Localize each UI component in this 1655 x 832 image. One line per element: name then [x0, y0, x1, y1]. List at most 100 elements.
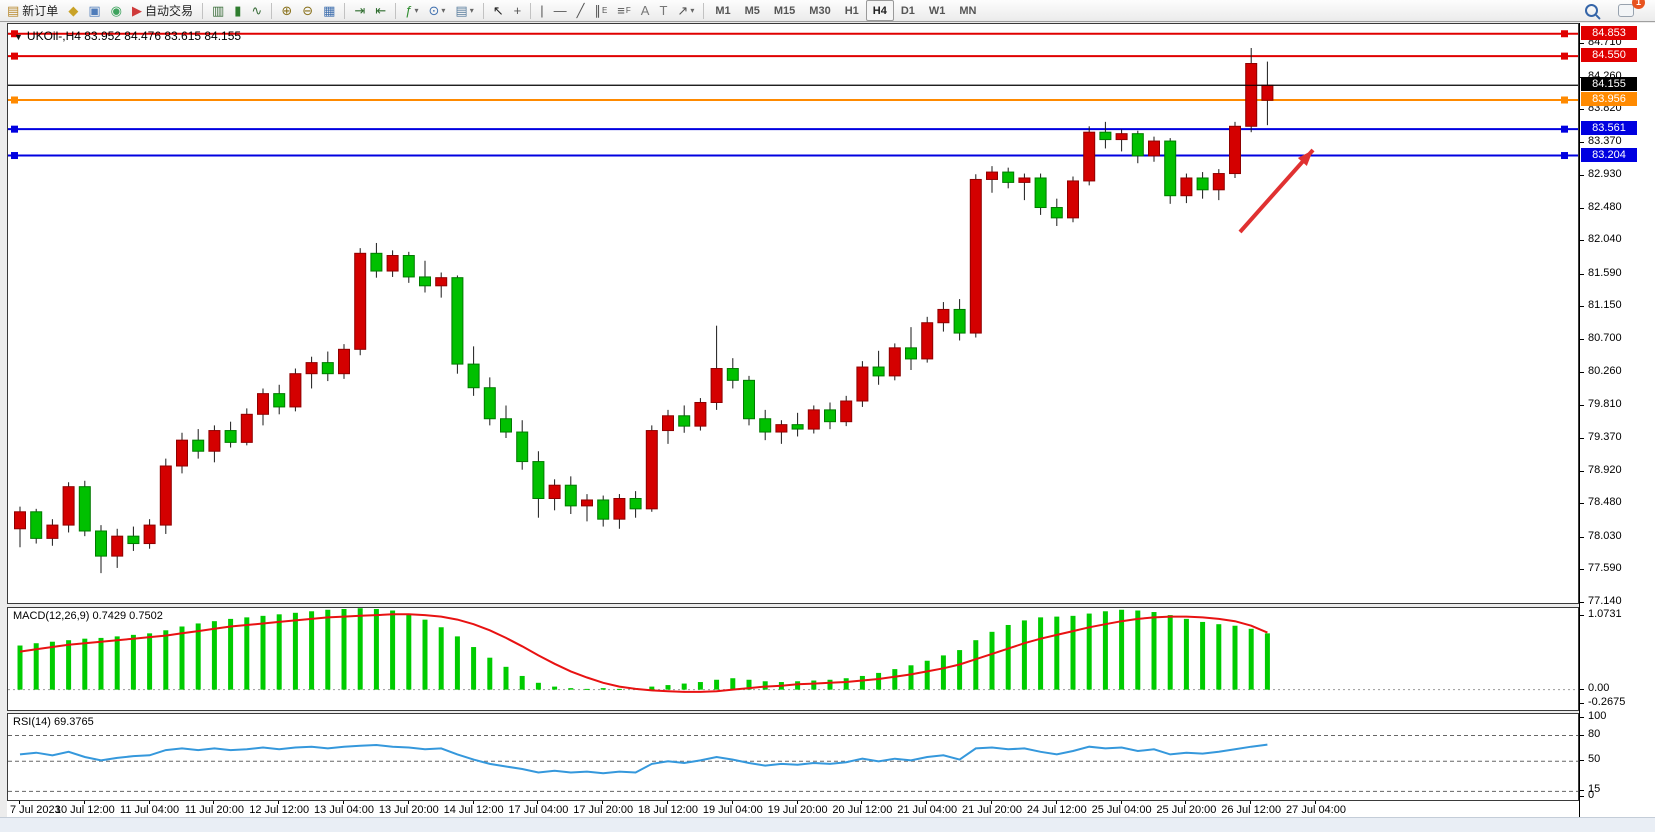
macd-histogram-bar [1021, 620, 1027, 690]
resistance-line-1-anchor[interactable] [1561, 30, 1568, 38]
price-axis[interactable]: 84.710 84.260 83.820 83.370 82.930 82.480 82.0… [1579, 23, 1655, 818]
timeframe-m15[interactable]: M15 [773, 4, 796, 17]
candle [1067, 176, 1079, 223]
price-label: 80.700 [1588, 332, 1622, 345]
macd-histogram-bar [876, 672, 882, 690]
candle [483, 377, 496, 426]
time-tick [667, 801, 668, 804]
templates-button[interactable]: ▤ ▾ [450, 0, 478, 21]
timeframe-d1[interactable]: D1 [900, 4, 915, 17]
candle [1115, 129, 1128, 152]
timeframe-m30[interactable]: M30 [809, 4, 831, 17]
timeframe-h1[interactable]: H1 [844, 4, 859, 17]
resistance-line-2-anchor[interactable] [11, 52, 18, 60]
macd-histogram-bar [114, 636, 120, 690]
text-tool[interactable]: A [636, 0, 655, 21]
resistance-line-2-anchor[interactable] [1561, 52, 1568, 60]
time-label: 18 Jul 12:00 [638, 804, 698, 816]
candle [111, 528, 124, 568]
arrow-annotation[interactable] [1238, 148, 1315, 234]
support-line-2-anchor[interactable] [1561, 152, 1568, 160]
auto-scroll-icon[interactable]: ⇥ [349, 0, 370, 21]
support-line-1-anchor[interactable] [1561, 125, 1568, 133]
zoom-out-icon[interactable]: ⊖ [297, 0, 318, 21]
search-button[interactable] [1580, 0, 1603, 21]
timeframe-mn[interactable]: MN [959, 4, 977, 17]
macd-histogram-bar [1264, 633, 1270, 690]
arrows-tool[interactable]: ↗ ▾ [672, 0, 699, 21]
chat-button[interactable]: 1 [1613, 0, 1645, 21]
macd-histogram-bar [552, 686, 558, 690]
macd-histogram-bar [66, 640, 72, 690]
macd-histogram-bar [600, 688, 606, 690]
new-order-button[interactable]: ▤ 新订单 [7, 2, 59, 19]
periods-button[interactable]: ⊙ ▾ [424, 0, 451, 21]
candle [613, 494, 626, 529]
macd-histogram-bar [843, 678, 849, 690]
market-watch-icon[interactable]: ▣ [83, 0, 105, 21]
candle [921, 316, 934, 363]
time-tick [796, 801, 798, 804]
macd-histogram-bar [697, 682, 703, 690]
pivot-line-anchor[interactable] [11, 96, 18, 104]
dropdown-arrow-icon[interactable]: ▾ [690, 6, 695, 15]
macd-histogram-bar [1119, 609, 1125, 690]
crosshair-tool-glyph: + [513, 3, 522, 18]
time-label: 26 Jul 12:00 [1221, 804, 1282, 816]
resistance-line-1-badge: 84.853 [1581, 25, 1637, 40]
candle [694, 398, 707, 431]
candle [1245, 48, 1258, 133]
macd-histogram-bar [584, 688, 590, 690]
pivot-line-anchor[interactable] [1561, 96, 1568, 104]
fibonacci-tool[interactable]: ≡ F [617, 3, 631, 18]
dropdown-arrow-icon[interactable]: ▾ [441, 6, 446, 15]
macd-histogram-bar [940, 655, 946, 690]
time-tick [991, 801, 992, 804]
candle [467, 346, 480, 396]
candle [338, 344, 350, 379]
resistance-line-1-anchor[interactable] [11, 30, 18, 38]
timeframe-w1[interactable]: W1 [928, 4, 946, 17]
timeframe-m1[interactable]: M1 [715, 4, 731, 17]
time-label: 10 Jul 12:00 [54, 804, 115, 816]
zoom-in-icon[interactable]: ⊕ [276, 0, 297, 21]
trendline-tool[interactable]: ╱ [572, 0, 590, 21]
time-tick [1250, 801, 1252, 804]
candle [451, 275, 464, 374]
tile-windows-icon[interactable]: ▦ [318, 0, 340, 21]
candle [1050, 198, 1063, 226]
crosshair-tool[interactable]: + [509, 0, 527, 21]
candle [953, 299, 966, 341]
macd-histogram-bar [1248, 628, 1254, 690]
autotrading-button[interactable]: ▶ 自动交易 [131, 2, 193, 19]
signals-icon[interactable]: ◉ [106, 0, 127, 21]
cursor-tool[interactable]: ↖ [488, 0, 509, 21]
dropdown-arrow-icon[interactable]: ▾ [469, 6, 474, 15]
timeframe-h4[interactable]: H4 [865, 0, 894, 21]
toolbar-separator [482, 2, 484, 19]
horizontal-line-tool[interactable]: — [549, 0, 572, 21]
support-line-2-anchor[interactable] [11, 152, 18, 160]
time-tick [407, 801, 409, 804]
time-tick [148, 801, 150, 804]
equidistant-channel-tool[interactable]: ∥ E [594, 3, 608, 18]
text-label-tool[interactable]: T [654, 0, 672, 21]
line-chart-icon[interactable]: ∿ [246, 0, 267, 21]
metaeditor-icon[interactable]: ◆ [63, 0, 83, 21]
vertical-line-tool[interactable]: | [535, 0, 548, 21]
candlestick-chart-icon[interactable]: ▮ [229, 0, 246, 21]
equidistant-channel-tool-glyph: ∥ [594, 3, 601, 18]
chart-title-text: UKOil-,H4 83.952 84.476 83.615 84.155 [26, 29, 242, 43]
axis-tick [1580, 142, 1584, 144]
indicators-button[interactable]: ƒ ▾ [400, 0, 423, 21]
candle [872, 350, 885, 385]
timeframe-m5[interactable]: M5 [744, 4, 760, 17]
axis-tick [1580, 109, 1584, 111]
dropdown-arrow-icon[interactable]: ▾ [414, 6, 419, 15]
chevron-down-icon[interactable]: ▼ [14, 32, 23, 42]
support-line-1-anchor[interactable] [11, 125, 18, 133]
chart-shift-icon[interactable]: ⇤ [370, 0, 391, 21]
time-axis[interactable]: 7 Jul 2023 10 Jul 12:00 11 Jul 04:00 11 Jul… [7, 801, 1579, 818]
bar-chart-icon[interactable]: ▥ [207, 0, 229, 21]
